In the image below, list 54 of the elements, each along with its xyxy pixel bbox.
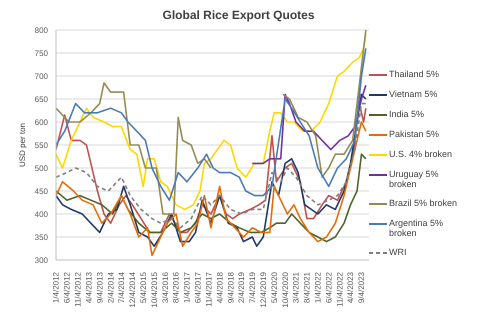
y-tick-label: 700	[34, 72, 49, 81]
x-tick-label: 1/4/2012	[52, 271, 61, 304]
x-tick-label: 11/4/2022	[335, 271, 344, 307]
x-tick-label: 3/4/2021	[292, 271, 301, 304]
y-tick-label: 750	[34, 48, 49, 58]
x-tick-label: 7/4/2014	[117, 271, 126, 304]
line-series	[56, 153, 367, 242]
legend-label: Vietnam 5%	[389, 89, 438, 99]
x-tick-label: 8/4/2016	[172, 271, 181, 304]
x-tick-label: 5/4/2020	[270, 271, 279, 304]
legend-label: U.S. 4% broken	[389, 149, 452, 159]
y-axis-title: USD per ton	[18, 122, 27, 168]
x-tick-label: 4/4/2013	[84, 271, 94, 304]
y-tick-label: 800	[34, 26, 49, 35]
y-tick-label: 650	[34, 94, 49, 104]
x-tick-label: 4/4/2023	[346, 271, 356, 304]
legend-label: WRI	[389, 247, 406, 257]
x-tick-label: 2/4/2019	[237, 271, 246, 304]
y-tick-label: 400	[34, 210, 49, 219]
legend-label: Pakistan 5%	[389, 129, 440, 139]
x-tick-label: 6/4/2012	[62, 271, 72, 304]
x-tick-label: 10/4/2015	[150, 271, 159, 308]
x-tick-label: 10/4/2020	[280, 271, 290, 308]
y-tick-label: 600	[34, 118, 49, 127]
y-tick-label: 500	[34, 164, 49, 173]
x-tick-label: 11/4/2012	[74, 271, 83, 307]
x-tick-label: 8/4/2021	[302, 271, 312, 304]
x-tick-label: 1/4/2017	[182, 271, 192, 304]
chart-title: Global Rice Export Quotes	[161, 8, 316, 24]
x-tick-label: 11/4/2017	[204, 271, 214, 307]
x-tick-label: 9/4/2018	[226, 271, 236, 304]
legend-label: Uruguay 5% broken	[389, 169, 440, 189]
legend-label: Argentina 5% broken	[389, 218, 444, 238]
legend-label: Brazil 5% broken	[389, 198, 458, 208]
x-tick-label: 12/4/2014	[128, 271, 138, 308]
x-tick-label: 9/4/2023	[357, 271, 366, 304]
y-tick-label: 350	[34, 232, 49, 242]
x-tick-label: 6/4/2022	[324, 271, 334, 304]
x-tick-label: 5/4/2015	[138, 271, 148, 304]
y-tick-label: 300	[34, 256, 49, 265]
y-tick-label: 550	[34, 140, 49, 150]
x-tick-label: 3/4/2016	[160, 271, 170, 304]
x-tick-label: 1/4/2022	[314, 271, 323, 304]
line-series	[251, 84, 367, 164]
x-tick-label: 4/4/2018	[215, 271, 224, 304]
x-tick-label: 6/4/2017	[194, 271, 203, 304]
line-series	[56, 121, 367, 256]
x-tick-label: 12/4/2019	[258, 271, 268, 308]
legend-label: Thailand 5%	[389, 69, 440, 79]
x-tick-label: 7/4/2019	[248, 271, 258, 304]
y-tick-label: 450	[34, 186, 49, 196]
legend-label: India 5%	[389, 109, 424, 119]
x-tick-label: 2/4/2014	[106, 271, 116, 304]
x-tick-label: 9/4/2013	[95, 271, 104, 304]
